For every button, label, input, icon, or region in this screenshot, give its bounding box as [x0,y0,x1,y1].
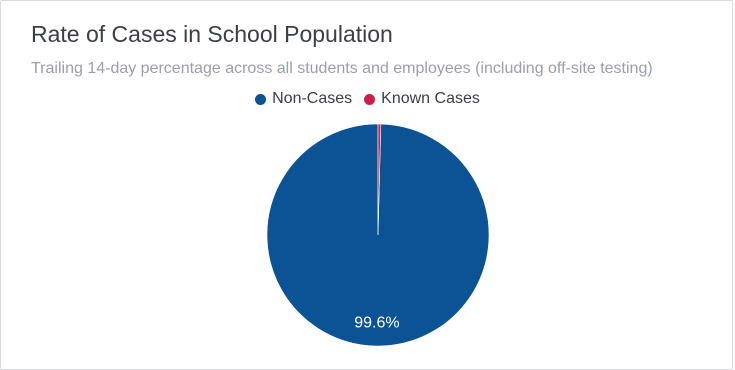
chart-subtitle: Trailing 14-day percentage across all st… [31,60,653,77]
pie-slice-known-cases[interactable] [377,123,382,236]
slice-label-non-cases: 99.6% [354,315,399,332]
chart-title: Rate of Cases in School Population [31,21,393,47]
pie-chart: 99.6% [266,123,490,347]
legend-swatch-known-cases [364,93,376,105]
legend-item-known-cases[interactable]: Known Cases [364,90,480,108]
legend-swatch-non-cases [255,93,267,105]
legend-label-non-cases: Non-Cases [272,90,353,107]
legend-label-known-cases: Known Cases [381,90,480,107]
chart-legend: Non-Cases Known Cases [1,90,734,108]
legend-item-non-cases[interactable]: Non-Cases [255,90,352,108]
